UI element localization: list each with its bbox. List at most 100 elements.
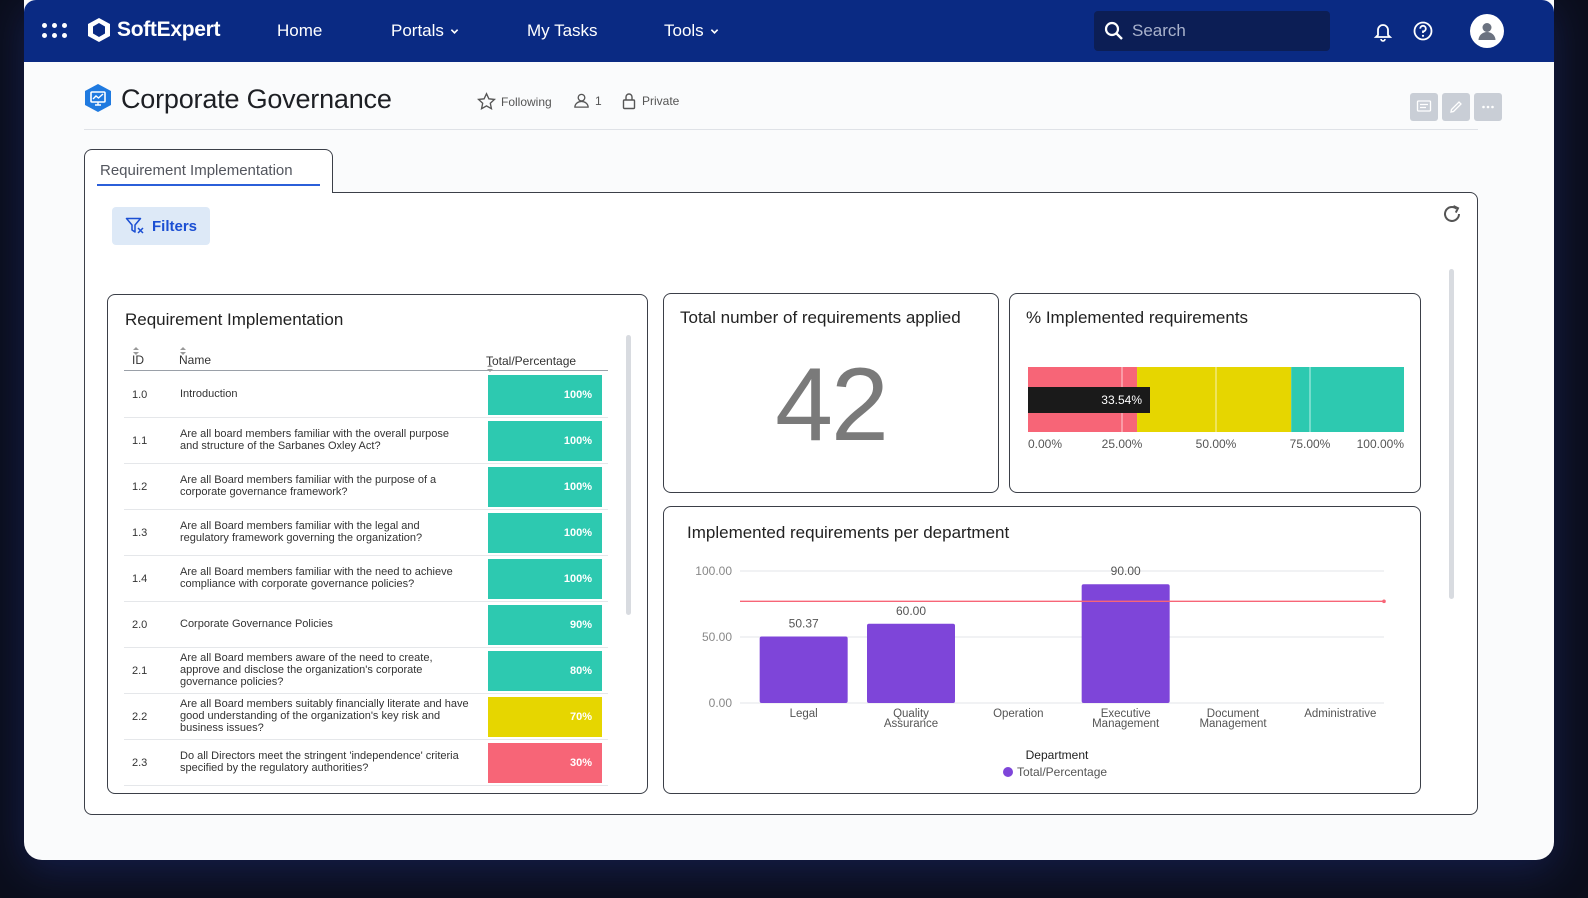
column-header-label: Total/Percentage bbox=[486, 354, 577, 368]
nav-my-tasks[interactable]: My Tasks bbox=[527, 21, 598, 41]
x-tick-label: Document Management bbox=[1199, 708, 1267, 730]
row-id: 2.2 bbox=[132, 711, 148, 723]
department-chart-card: Implemented requirements per department … bbox=[663, 506, 1421, 794]
filter-icon bbox=[125, 217, 144, 234]
sort-icon bbox=[133, 347, 139, 355]
nav-home[interactable]: Home bbox=[277, 21, 322, 41]
table-row[interactable]: 2.2 Are all Board members suitably financ… bbox=[124, 694, 608, 740]
softexpert-logo-icon bbox=[88, 18, 110, 42]
department-bar[interactable] bbox=[1081, 584, 1170, 703]
search-box[interactable] bbox=[1094, 11, 1330, 51]
gauge-tick-label: 75.00% bbox=[1290, 437, 1331, 451]
bell-icon[interactable] bbox=[1372, 20, 1394, 42]
bar-value-label: 50.37 bbox=[789, 617, 819, 631]
more-horizontal-icon bbox=[1482, 105, 1494, 109]
edit-button[interactable] bbox=[1442, 93, 1470, 121]
gauge-band-1 bbox=[1137, 367, 1292, 432]
active-tab-indicator bbox=[97, 184, 320, 186]
row-percentage-badge: 100% bbox=[488, 559, 602, 599]
help-icon[interactable] bbox=[1412, 20, 1434, 42]
row-name: Do all Directors meet the stringent 'ind… bbox=[180, 750, 459, 774]
total-requirements-card: Total number of requirements applied 42 bbox=[663, 293, 999, 493]
filters-button[interactable]: Filters bbox=[112, 207, 210, 245]
row-percentage-badge: 100% bbox=[488, 421, 602, 461]
row-percentage-badge: 30% bbox=[488, 743, 602, 783]
x-tick-label: Quality Assurance bbox=[884, 708, 938, 730]
table-row[interactable]: 1.3 Are all Board members familiar with t… bbox=[124, 510, 608, 556]
members-count[interactable]: 1 bbox=[573, 92, 602, 109]
nav-tools-label: Tools bbox=[664, 21, 704, 40]
row-name: Introduction bbox=[180, 388, 238, 400]
table-row[interactable]: 2.0 Corporate Governance Policies 90% bbox=[124, 602, 608, 648]
pencil-icon bbox=[1450, 101, 1462, 113]
refresh-icon[interactable] bbox=[1441, 203, 1463, 225]
table-row[interactable]: 1.2 Are all Board members familiar with t… bbox=[124, 464, 608, 510]
table-row[interactable]: 1.1 Are all board members familiar with t… bbox=[124, 418, 608, 464]
follow-toggle[interactable]: Following bbox=[477, 92, 552, 111]
department-bar[interactable] bbox=[867, 623, 955, 703]
following-label: Following bbox=[501, 94, 552, 109]
search-icon bbox=[1104, 21, 1123, 40]
y-tick-label: 100.00 bbox=[695, 564, 732, 578]
user-avatar[interactable] bbox=[1470, 14, 1504, 48]
privacy-status[interactable]: Private bbox=[621, 92, 679, 110]
table-scrollbar[interactable] bbox=[626, 335, 631, 615]
gauge-value-label: 33.54% bbox=[1101, 393, 1142, 407]
app-window: SoftExpert Home Portals My Tasks Tools bbox=[24, 0, 1554, 860]
row-name: Are all Board members familiar with the … bbox=[180, 474, 437, 498]
brand-name: SoftExpert bbox=[117, 18, 221, 41]
page-header: Corporate Governance Following 1 Private bbox=[84, 78, 1502, 130]
dashboard-portal-icon bbox=[85, 84, 111, 112]
card-title: Implemented requirements per department bbox=[687, 523, 1010, 542]
row-name: Are all Board members aware of the need … bbox=[180, 652, 433, 688]
column-header-id[interactable]: ID bbox=[132, 346, 144, 367]
row-percentage-badge: 70% bbox=[488, 697, 602, 737]
gauge-tick-label: 100.00% bbox=[1357, 437, 1405, 451]
bar-value-label: 60.00 bbox=[896, 604, 926, 618]
row-id: 2.1 bbox=[132, 665, 148, 677]
row-percentage-badge: 100% bbox=[488, 375, 602, 415]
members-count-value: 1 bbox=[595, 93, 602, 108]
department-bar[interactable] bbox=[759, 636, 848, 703]
gauge-tick-label: 50.00% bbox=[1196, 437, 1237, 451]
comments-button[interactable] bbox=[1410, 93, 1438, 121]
nav-my-tasks-label: My Tasks bbox=[527, 21, 598, 40]
star-icon bbox=[477, 92, 496, 111]
table-row[interactable]: 1.4 Are all Board members familiar with t… bbox=[124, 556, 608, 602]
table-row[interactable]: 1.0 Introduction 100% bbox=[124, 372, 608, 418]
row-name: Are all board members familiar with the … bbox=[180, 428, 450, 452]
tab-requirement-implementation[interactable]: Requirement Implementation bbox=[84, 149, 333, 193]
top-navigation: SoftExpert Home Portals My Tasks Tools bbox=[24, 0, 1554, 62]
tab-label: Requirement Implementation bbox=[100, 162, 293, 179]
row-percentage-badge: 90% bbox=[488, 605, 602, 645]
total-requirements-value: 42 bbox=[775, 347, 889, 463]
nav-tools[interactable]: Tools bbox=[664, 21, 719, 41]
panel-scrollbar[interactable] bbox=[1449, 269, 1454, 599]
gauge-tick-label: 0.00% bbox=[1028, 437, 1062, 451]
row-id: 2.3 bbox=[132, 757, 148, 769]
app-launcher-icon[interactable] bbox=[42, 23, 68, 41]
privacy-label: Private bbox=[642, 94, 680, 108]
nav-portals-label: Portals bbox=[391, 21, 444, 40]
row-name: Are all Board members familiar with the … bbox=[180, 520, 423, 544]
more-options-button[interactable] bbox=[1474, 93, 1502, 121]
reference-line-end bbox=[1382, 599, 1386, 604]
table-row[interactable]: 2.3 Do all Directors meet the stringent '… bbox=[124, 740, 608, 786]
page-title: Corporate Governance bbox=[121, 84, 392, 114]
search-input[interactable] bbox=[1132, 21, 1312, 41]
x-tick-label: Administrative bbox=[1304, 708, 1376, 720]
legend-label[interactable]: Total/Percentage bbox=[1017, 765, 1107, 779]
column-header-label: ID bbox=[132, 353, 144, 367]
row-id: 1.1 bbox=[132, 435, 148, 447]
user-outline-icon bbox=[574, 93, 589, 108]
department-bar-chart: 0.00 50.00 100.00 50.37 Legal 60.00 Quality Ass… bbox=[695, 564, 1386, 779]
brand-logo[interactable]: SoftExpert bbox=[86, 17, 220, 43]
table-row[interactable]: 2.1 Are all Board members aware of the ne… bbox=[124, 648, 608, 694]
gauge-band-2 bbox=[1291, 367, 1404, 432]
column-header-name[interactable]: Name bbox=[179, 346, 211, 367]
nav-portals[interactable]: Portals bbox=[391, 21, 459, 41]
x-tick-label: Executive Management bbox=[1092, 708, 1160, 730]
card-title: Requirement Implementation bbox=[125, 310, 344, 329]
gauge-value-tooltip bbox=[1028, 387, 1150, 413]
column-header-total-percentage[interactable]: Total/Percentage bbox=[486, 347, 576, 373]
